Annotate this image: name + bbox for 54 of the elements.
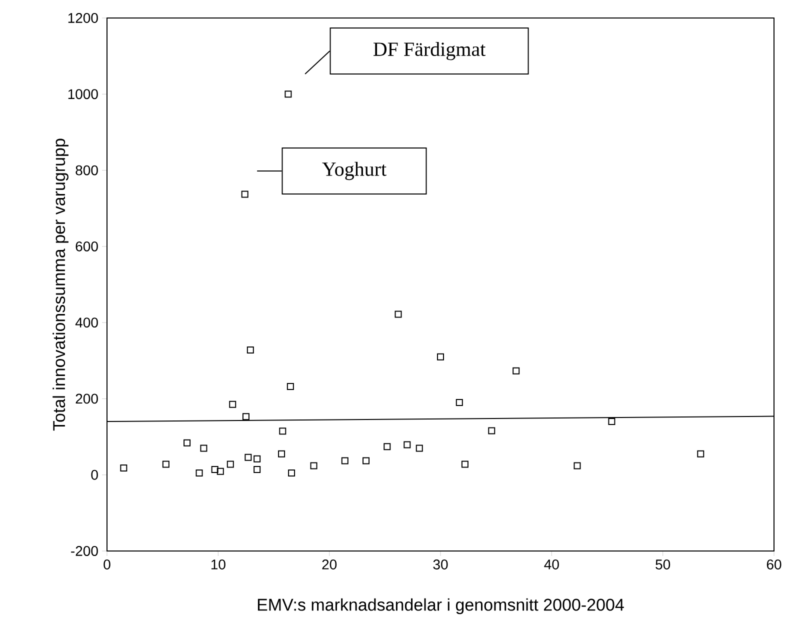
annotation: DF Färdigmat	[373, 42, 486, 60]
point	[120, 464, 128, 472]
point	[697, 450, 704, 458]
point	[200, 444, 208, 452]
y-tick-label: 400	[75, 318, 98, 328]
point	[279, 428, 286, 435]
point	[362, 457, 370, 464]
annotation: Yoghurt	[322, 162, 386, 180]
point	[216, 468, 224, 475]
x-tick-label: 60	[766, 560, 782, 570]
point	[246, 346, 254, 354]
y-tick-label: 600	[76, 241, 98, 252]
point	[574, 462, 581, 470]
y-tick-label: 200	[76, 394, 98, 404]
point	[437, 353, 444, 360]
point	[254, 455, 261, 462]
point	[488, 427, 496, 434]
point	[211, 466, 218, 474]
y-tick-label: 800	[76, 165, 98, 176]
point	[404, 441, 411, 448]
y-tick-label: 1200	[68, 13, 98, 23]
point	[416, 444, 423, 452]
point	[184, 439, 191, 446]
x-axis-title: EMV:s marknadsandelar i genomsnitt 2000-2004	[258, 598, 624, 614]
x-tick-label: 10	[211, 560, 226, 570]
x-tick-label: 30	[433, 560, 448, 570]
point	[254, 466, 261, 474]
point	[461, 460, 468, 468]
point	[310, 462, 318, 470]
point	[341, 457, 348, 464]
point	[394, 310, 402, 318]
point	[608, 418, 616, 426]
point	[288, 469, 296, 476]
point	[384, 443, 391, 450]
point	[241, 190, 248, 198]
x-tick-label: 50	[656, 560, 670, 570]
point	[244, 454, 252, 461]
point	[226, 460, 234, 468]
point	[278, 450, 286, 458]
point	[196, 469, 203, 476]
point	[242, 413, 250, 420]
x-tick-label: 0	[104, 560, 110, 570]
x-tick-label: 20	[322, 560, 337, 570]
point	[284, 90, 292, 98]
y-tick-label: 1000	[68, 89, 98, 100]
point	[162, 460, 170, 468]
point	[512, 367, 520, 374]
point	[456, 399, 463, 406]
y-axis-title: Total innovationssumma per varugrupp	[52, 138, 68, 431]
y-tick-label: 0	[91, 470, 98, 480]
x-tick-label: 40	[544, 560, 559, 570]
point	[286, 383, 294, 390]
point	[229, 400, 236, 408]
y-tick-label: -200	[71, 546, 98, 556]
